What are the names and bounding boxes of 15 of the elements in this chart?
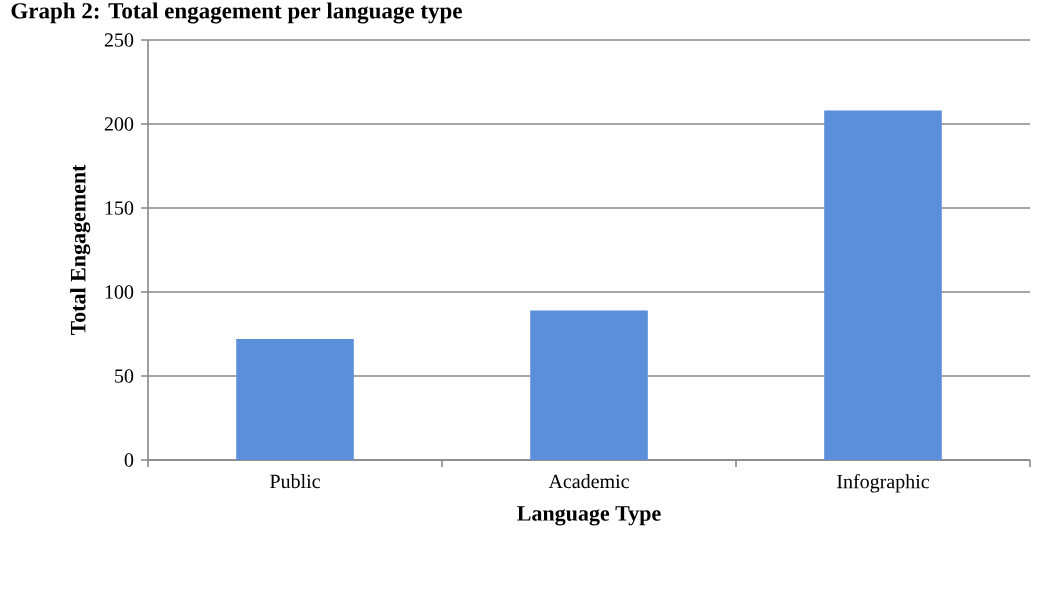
y-tick-label: 100 [105, 285, 134, 299]
y-axis-title: Total Engagement [70, 164, 91, 336]
x-axis-title: Language Type [517, 506, 661, 526]
y-tick-label: 250 [104, 33, 134, 47]
x-tick-label: Academic [548, 474, 629, 489]
x-tick-label: Infographic [837, 474, 930, 493]
chart-title: Graph 2: Total engagement per language type [11, 2, 462, 24]
y-tick-label: 0 [124, 453, 134, 467]
y-tick-label: 50 [115, 369, 134, 383]
bar [530, 310, 648, 460]
bar [824, 110, 942, 460]
y-tick-label: 200 [104, 117, 134, 131]
y-tick-label: 150 [105, 201, 134, 215]
bar [236, 339, 354, 460]
x-tick-label: Public [270, 474, 320, 489]
